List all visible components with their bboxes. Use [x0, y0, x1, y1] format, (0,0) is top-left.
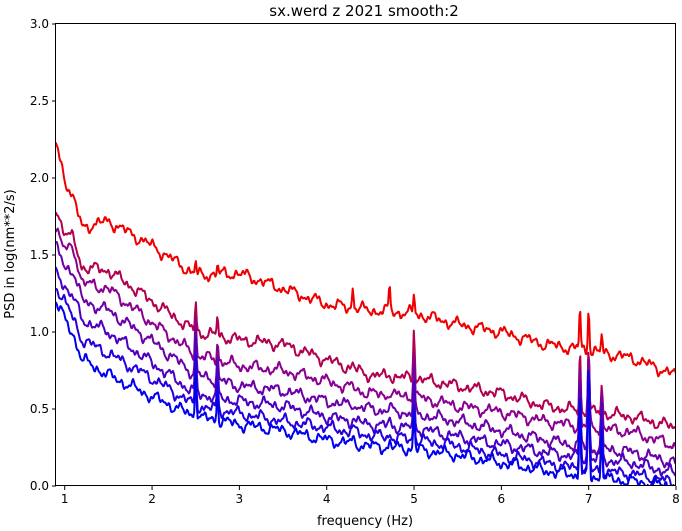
- y-tick-label: 2.0: [30, 171, 49, 185]
- plot-frame: [55, 23, 676, 486]
- chart-title: sx.werd z 2021 smooth:2: [269, 2, 459, 20]
- x-tick-label: 1: [61, 492, 69, 506]
- x-tick-label: 2: [148, 492, 156, 506]
- series-line-1: [56, 142, 676, 378]
- series-group: [56, 142, 676, 486]
- series-line-6: [56, 288, 676, 486]
- series-line-3: [56, 227, 676, 450]
- y-tick-label: 1.0: [30, 325, 49, 339]
- series-line-2: [56, 211, 676, 430]
- x-axis-label: frequency (Hz): [317, 514, 413, 529]
- series-line-4: [56, 240, 676, 469]
- y-tick-label: 3.0: [30, 17, 49, 31]
- x-tick-label: 5: [410, 492, 418, 506]
- series-line-5: [56, 266, 676, 477]
- x-tick-label: 7: [585, 492, 593, 506]
- y-axis-label: PSD in log(nm**2/s): [3, 189, 18, 319]
- series-line-7: [56, 301, 676, 486]
- x-tick-label: 3: [236, 492, 244, 506]
- y-tick-label: 2.5: [30, 94, 49, 108]
- x-tick-label: 6: [498, 492, 506, 506]
- y-tick-label: 1.5: [30, 248, 49, 262]
- y-tick-label: 0.5: [30, 402, 49, 416]
- y-tick-label: 0.0: [30, 479, 49, 493]
- x-tick-label: 4: [323, 492, 331, 506]
- x-tick-label: 8: [672, 492, 680, 506]
